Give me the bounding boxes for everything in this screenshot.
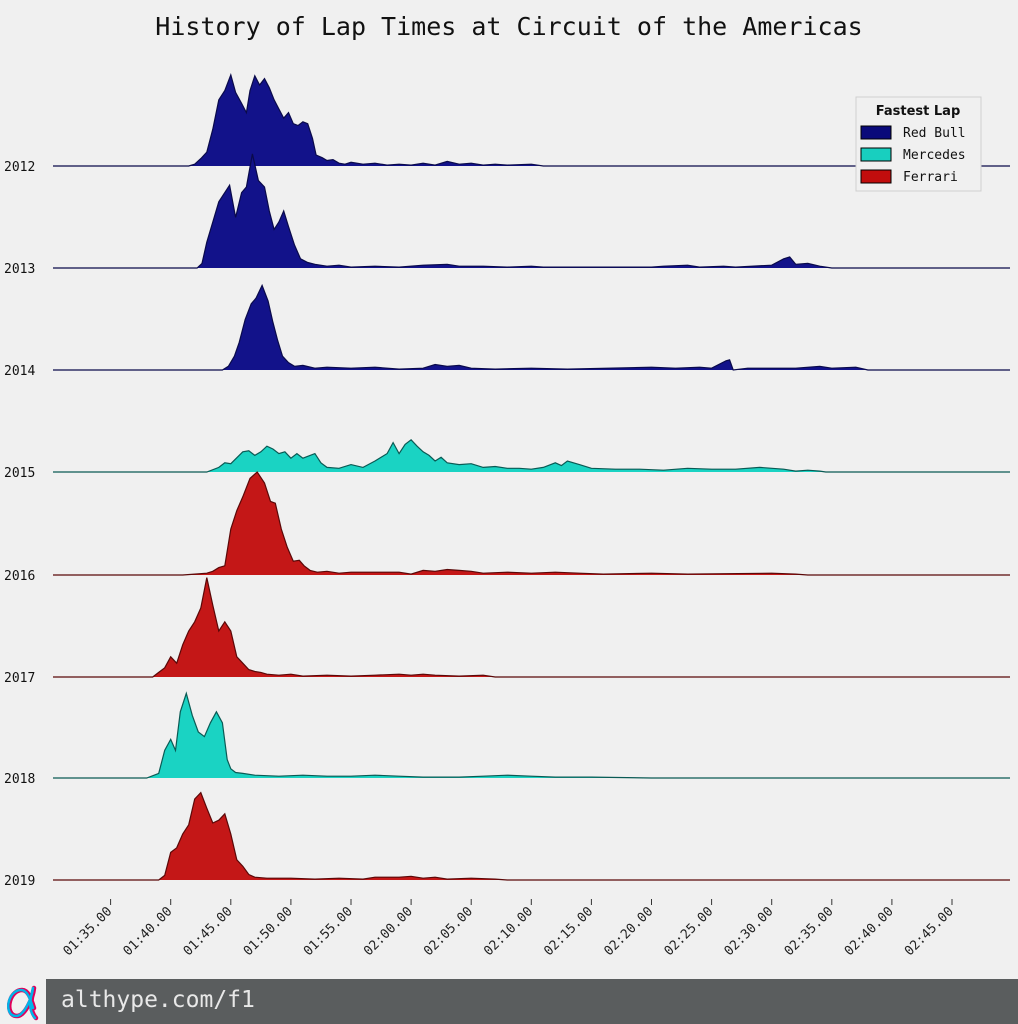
x-tick-label: 01:45.00 [181,904,236,959]
ridge-2016 [53,471,1010,576]
ridge-area-2017 [53,577,1010,677]
x-tick-label: 02:45.00 [902,904,957,959]
ridge-2019 [53,791,1010,881]
legend-swatch-ferrari [860,169,892,184]
ridge-2017 [53,577,1010,678]
ridge-outline-2018 [53,691,1010,779]
x-tick-label: 02:00.00 [361,904,416,959]
ridge-area-2014 [53,285,1010,370]
x-tick-label: 02:35.00 [782,904,837,959]
legend-label-ferrari: Ferrari [903,170,958,185]
x-tick-label: 01:50.00 [241,904,296,959]
year-label-2012: 2012 [4,160,35,175]
ridge-2013 [53,153,1010,269]
x-tick-label: 01:40.00 [121,904,176,959]
legend-label-red-bull: Red Bull [903,126,966,141]
ridge-2018 [53,691,1010,779]
alpha-logo-icon [0,979,46,1024]
ridge-2015 [53,438,1010,473]
x-tick-label: 02:40.00 [842,904,897,959]
legend-label-mercedes: Mercedes [903,148,966,163]
ridge-area-2015 [53,439,1010,472]
ridge-outline-2017 [53,577,1010,678]
ridge-area-2018 [53,693,1010,778]
ridge-outline-2015 [53,438,1010,473]
year-label-2016: 2016 [4,569,35,584]
year-label-2014: 2014 [4,364,35,379]
ridge-outline-2013 [53,153,1010,269]
ridgeline-chart: History of Lap Times at Circuit of the A… [4,12,1010,959]
ridge-outline-2012 [53,72,1010,167]
footer-url[interactable]: althype.com/f1 [61,987,255,1013]
ridge-series-group [53,72,1010,881]
year-label-2015: 2015 [4,466,35,481]
year-labels: 2012 2013 2014 2015 2016 2017 2018 2019 [4,160,35,889]
footer-bar: althype.com/f1 [0,979,1018,1024]
ridge-area-2016 [53,472,1010,575]
year-label-2018: 2018 [4,772,35,787]
year-label-2017: 2017 [4,671,35,686]
ridge-2012 [53,72,1010,167]
year-label-2013: 2013 [4,262,35,277]
ridge-2014 [53,283,1010,371]
ridge-area-2012 [53,74,1010,166]
x-tick-label: 02:15.00 [541,904,596,959]
legend-title: Fastest Lap [876,104,961,119]
ridge-outline-2016 [53,471,1010,576]
legend: Fastest Lap Red Bull Mercedes Ferrari [855,96,982,192]
x-tick-label: 02:10.00 [481,904,536,959]
legend-swatch-mercedes [860,147,892,162]
ridge-outline-2014 [53,283,1010,371]
x-tick-label: 01:35.00 [61,904,116,959]
x-tick-label: 02:20.00 [601,904,656,959]
legend-swatch-red-bull [860,125,892,140]
x-tick-label: 02:05.00 [421,904,476,959]
x-tick-label: 02:25.00 [662,904,717,959]
chart-title: History of Lap Times at Circuit of the A… [155,12,862,41]
x-tick-label: 02:30.00 [722,904,777,959]
ridge-area-2019 [53,792,1010,880]
x-axis: 01:35.00 01:40.00 01:45.00 01:50.00 01:55.00… [61,899,957,959]
ridge-outline-2019 [53,791,1010,881]
year-label-2019: 2019 [4,874,35,889]
x-tick-label: 01:55.00 [301,904,356,959]
